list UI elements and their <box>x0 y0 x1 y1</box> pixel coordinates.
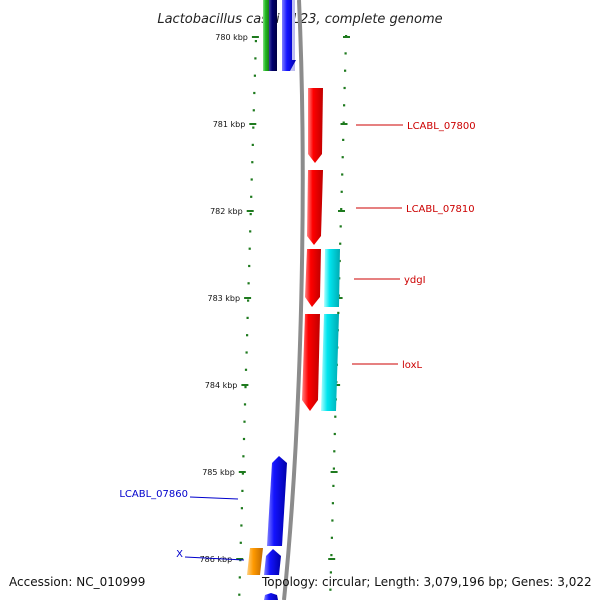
topology-text: Topology: circular; Length: 3,079,196 bp… <box>261 575 592 589</box>
minor-tick <box>342 138 345 141</box>
scale-tick-label: 781 kbp <box>213 120 246 129</box>
minor-tick <box>343 104 346 107</box>
right-minor-ticks <box>329 35 348 591</box>
minor-tick <box>333 450 336 453</box>
minor-tick <box>332 484 335 487</box>
minor-tick <box>240 507 243 510</box>
minor-tick <box>245 351 248 354</box>
minor-tick <box>251 161 254 164</box>
scale-tick-label: 783 kbp <box>207 294 240 303</box>
gene-arrow[interactable] <box>307 170 323 245</box>
minor-tick <box>341 173 344 176</box>
gene-arrow[interactable] <box>282 0 296 71</box>
minor-tick <box>329 588 332 591</box>
gene-label-x[interactable]: X <box>176 549 183 560</box>
minor-tick <box>332 467 335 470</box>
gene-arrow[interactable] <box>269 0 277 71</box>
accession-text: Accession: NC_010999 <box>9 575 145 589</box>
minor-tick <box>239 541 242 544</box>
scale-tick-label: 785 kbp <box>202 468 235 477</box>
minor-tick <box>241 489 244 492</box>
minor-tick <box>343 86 346 90</box>
minor-tick <box>340 208 343 211</box>
left-minor-ticks <box>238 40 257 596</box>
minor-tick <box>252 109 255 112</box>
minor-tick <box>242 455 245 458</box>
gene-label-lcabl-07800[interactable]: LCABL_07800 <box>407 121 476 132</box>
minor-tick <box>330 554 333 557</box>
minor-tick <box>246 334 249 337</box>
minor-tick <box>253 91 256 95</box>
minor-tick <box>341 156 344 159</box>
scale-tick-label: 784 kbp <box>205 381 238 390</box>
minor-tick <box>337 311 340 314</box>
minor-tick <box>243 403 247 406</box>
minor-tick <box>244 386 247 389</box>
minor-tick <box>248 247 251 250</box>
minor-tick <box>250 178 253 181</box>
minor-tick <box>254 40 257 43</box>
minor-tick <box>247 299 250 302</box>
gene-arrow[interactable] <box>263 0 269 71</box>
minor-tick <box>340 190 343 193</box>
minor-tick <box>250 195 253 198</box>
minor-tick <box>344 52 347 55</box>
minor-tick <box>333 432 336 436</box>
minor-tick <box>241 472 244 475</box>
minor-tick <box>249 230 252 233</box>
scale-tick-label: 782 kbp <box>210 207 243 216</box>
gene-arrow[interactable] <box>308 88 323 163</box>
minor-tick <box>248 264 251 268</box>
gene-arrow[interactable] <box>264 549 281 575</box>
gene-features <box>247 0 340 600</box>
gene-arrow[interactable] <box>264 593 278 600</box>
minor-tick <box>334 415 337 418</box>
scale-tick-label: 780 kbp <box>215 33 248 42</box>
minor-tick <box>342 121 345 124</box>
minor-tick <box>246 316 249 319</box>
minor-tick <box>344 69 347 72</box>
gene-arrow[interactable] <box>267 456 287 546</box>
minor-tick <box>339 225 342 228</box>
minor-tick <box>331 502 334 505</box>
minor-tick <box>247 282 250 285</box>
gene-label-ydgi[interactable]: ydgI <box>404 275 426 286</box>
gene-arrow[interactable] <box>324 249 340 307</box>
scale-tick-label: 786 kbp <box>200 555 233 564</box>
minor-tick <box>243 420 246 423</box>
minor-tick <box>240 524 243 527</box>
minor-tick <box>242 437 246 441</box>
minor-tick <box>249 213 252 216</box>
minor-tick <box>331 519 334 522</box>
minor-tick <box>252 126 255 129</box>
minor-tick <box>238 576 241 579</box>
gene-label-lcabl-07860[interactable]: LCABL_07860 <box>119 489 188 500</box>
gene-arrow[interactable] <box>305 249 321 307</box>
genome-backbone <box>282 0 305 600</box>
minor-tick <box>251 143 254 146</box>
minor-tick <box>244 368 248 371</box>
gene-arrow[interactable] <box>302 314 320 411</box>
minor-tick <box>254 57 257 60</box>
gene-arrow[interactable] <box>321 314 339 411</box>
gene-arrow[interactable] <box>247 548 263 575</box>
gene-label-loxl[interactable]: loxL <box>402 360 423 371</box>
minor-tick <box>339 242 342 245</box>
minor-tick <box>329 571 332 574</box>
minor-tick <box>253 74 256 77</box>
minor-tick <box>330 536 333 539</box>
minor-tick <box>238 593 241 596</box>
gene-labels: LCABL_07800 LCABL_07810 ydgI loxL LCABL_… <box>119 121 476 561</box>
gene-label-lcabl-07810[interactable]: LCABL_07810 <box>406 204 475 215</box>
